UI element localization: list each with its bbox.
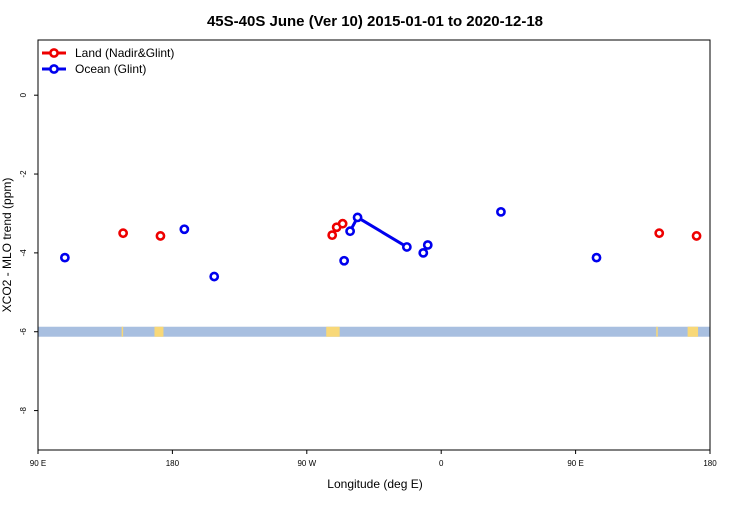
ocean-point [352,212,363,223]
land-mask-strip [38,326,710,337]
x-tick-label: 180 [703,459,717,468]
land-point [327,230,338,241]
legend-land-label: Land (Nadir&Glint) [75,46,174,60]
x-axis-ticks: 90 E 180 90 W 0 90 E 180 [30,450,717,468]
y-tick-label: -6 [19,328,28,336]
legend-item-ocean: Ocean (Glint) [42,62,146,76]
y-axis-label: XCO2 - MLO trend (ppm) [0,178,14,313]
y-tick-label: -2 [19,170,28,178]
x-tick-label: 0 [439,459,444,468]
ocean-point [345,226,356,237]
ocean-point [496,206,506,217]
land-mask-segment [121,326,124,337]
land-point [155,231,166,241]
land-mask-segment [326,326,340,337]
x-axis-label: Longitude (deg E) [327,477,422,491]
y-tick-label: -8 [19,406,28,414]
ocean-point [422,240,433,250]
legend-land-marker [49,48,59,58]
x-tick-label: 180 [166,459,180,468]
land-mask-segment [154,326,164,337]
ocean-point [59,252,70,263]
y-tick-label: -4 [19,249,28,257]
x-tick-label: 90 E [30,459,46,468]
ocean-point [401,242,412,252]
legend: Land (Nadir&Glint) Ocean (Glint) [42,46,174,76]
series-points [59,206,702,282]
plot-frame [37,39,711,451]
land-point [691,231,702,241]
ocean-point [591,252,602,263]
y-axis-ticks: 0 -2 -4 -6 -8 [19,92,38,414]
ocean-point [339,255,350,266]
land-point [654,228,665,239]
ocean-point [418,247,429,258]
land-mask-segment [656,326,658,337]
ocean-mask-band [38,326,710,337]
land-point [337,218,348,229]
land-point [118,228,129,239]
x-tick-label: 90 W [297,459,316,468]
legend-item-land: Land (Nadir&Glint) [42,46,174,60]
legend-ocean-marker [49,64,59,74]
land-mask-segment [687,326,699,337]
legend-ocean-label: Ocean (Glint) [75,62,146,76]
ocean-point [209,271,220,282]
ocean-point [179,224,190,235]
y-tick-label: 0 [19,92,28,97]
x-tick-label: 90 E [567,459,583,468]
chart-title: 45S-40S June (Ver 10) 2015-01-01 to 2020… [207,13,543,30]
